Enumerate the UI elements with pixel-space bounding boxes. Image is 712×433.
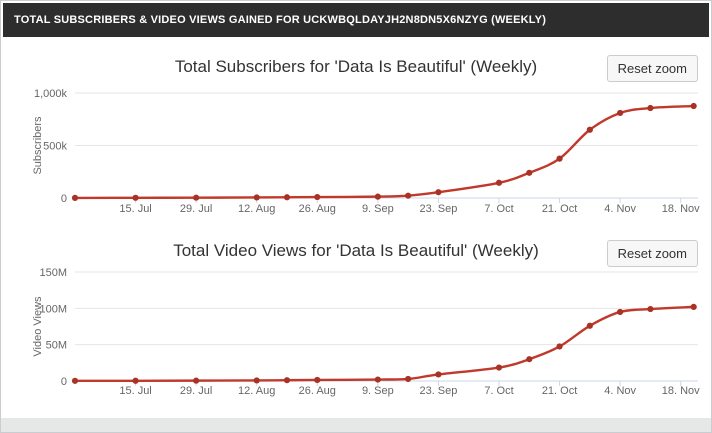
subscribers-chart-block: Total Subscribers for 'Data Is Beautiful… [1,38,711,228]
data-point-marker[interactable] [526,356,533,363]
x-axis-tick-label: 23. Sep [419,203,457,215]
data-point-marker[interactable] [495,179,503,186]
y-axis-tick-label: 0 [61,376,67,388]
x-axis-tick-label: 18. Nov [662,385,700,397]
stats-card: TOTAL SUBSCRIBERS & VIDEO VIEWS GAINED F… [1,1,711,418]
x-axis-tick-label: 29. Jul [180,203,212,215]
y-axis-title: Video Views [32,296,44,357]
x-axis-tick-label: 21. Oct [542,385,577,397]
x-axis-tick-label: 4. Nov [604,203,636,215]
x-axis-tick-label: 4. Nov [604,385,636,397]
data-point-marker[interactable] [374,193,381,200]
data-point-marker[interactable] [690,102,697,110]
data-point-marker[interactable] [495,364,503,371]
x-axis-tick-label: 9. Sep [362,203,394,215]
x-axis-tick-label: 7. Oct [484,203,513,215]
data-point-marker[interactable] [71,377,79,384]
series-line [73,305,695,383]
data-point-marker[interactable] [253,377,260,384]
data-point-marker[interactable] [132,377,139,384]
x-axis-tick-label: 29. Jul [180,385,212,397]
x-axis-tick-label: 18. Nov [662,203,700,215]
x-axis-tick-label: 7. Oct [484,385,513,397]
reset-zoom-button[interactable]: Reset zoom [606,240,698,267]
data-point-marker[interactable] [647,305,654,313]
data-point-marker[interactable] [283,377,291,384]
x-axis-tick-label: 26. Aug [299,385,336,397]
y-axis-tick-label: 150M [39,267,67,279]
subscribers-chart-title: Total Subscribers for 'Data Is Beautiful… [174,57,538,76]
data-point-marker[interactable] [405,192,412,199]
x-axis-tick-label: 21. Oct [542,203,577,215]
data-point-marker[interactable] [374,376,381,383]
y-axis-tick-label: 100M [39,303,67,315]
data-point-marker[interactable] [193,377,200,384]
header-title-bar: TOTAL SUBSCRIBERS & VIDEO VIEWS GAINED F… [3,3,709,37]
data-point-marker[interactable] [314,376,321,384]
data-point-marker[interactable] [617,308,624,316]
data-point-marker[interactable] [526,169,533,176]
y-axis-tick-label: 0 [61,193,67,205]
data-point-marker[interactable] [435,371,442,378]
video-views-chart-title: Total Video Views for 'Data Is Beautiful… [173,241,539,260]
data-point-marker[interactable] [314,193,321,201]
data-point-marker[interactable] [690,303,697,310]
data-point-marker[interactable] [617,109,624,117]
x-axis-tick-label: 15. Jul [119,385,151,397]
video-views-chart-canvas[interactable]: 0 50M 100M 150M 15. Jul 29. Jul 12. Aug 26. Aug… [1,228,711,418]
y-axis-tick-label: 500k [43,141,67,153]
y-axis-tick-label: 50M [46,340,67,352]
y-axis-title: Subscribers [32,116,44,175]
data-point-marker[interactable] [435,189,442,196]
x-axis-tick-label: 12. Aug [238,203,275,215]
x-axis-tick-label: 15. Jul [119,203,151,215]
data-point-marker[interactable] [193,194,200,201]
y-axis-tick-label: 1,000k [34,88,68,100]
data-point-marker[interactable] [647,104,654,112]
data-point-marker[interactable] [132,194,139,201]
data-point-marker[interactable] [586,322,593,329]
data-point-marker[interactable] [556,155,563,162]
reset-zoom-button[interactable]: Reset zoom [606,55,698,82]
data-point-marker[interactable] [405,375,412,383]
data-point-marker[interactable] [71,194,79,201]
subscribers-chart-canvas[interactable]: 0 500k 1,000k 15. Jul 29. Jul 12. Aug 26. Aug 9… [1,38,711,228]
x-axis-tick-label: 9. Sep [362,385,394,397]
series-line [73,104,695,200]
data-point-marker[interactable] [283,194,291,201]
data-point-marker[interactable] [556,343,563,350]
x-axis-tick-label: 12. Aug [238,385,275,397]
x-axis-tick-label: 26. Aug [299,203,336,215]
data-point-marker[interactable] [586,126,593,133]
x-axis-tick-label: 23. Sep [419,385,457,397]
data-point-marker[interactable] [253,194,260,201]
video-views-chart-block: Total Video Views for 'Data Is Beautiful… [1,228,711,418]
